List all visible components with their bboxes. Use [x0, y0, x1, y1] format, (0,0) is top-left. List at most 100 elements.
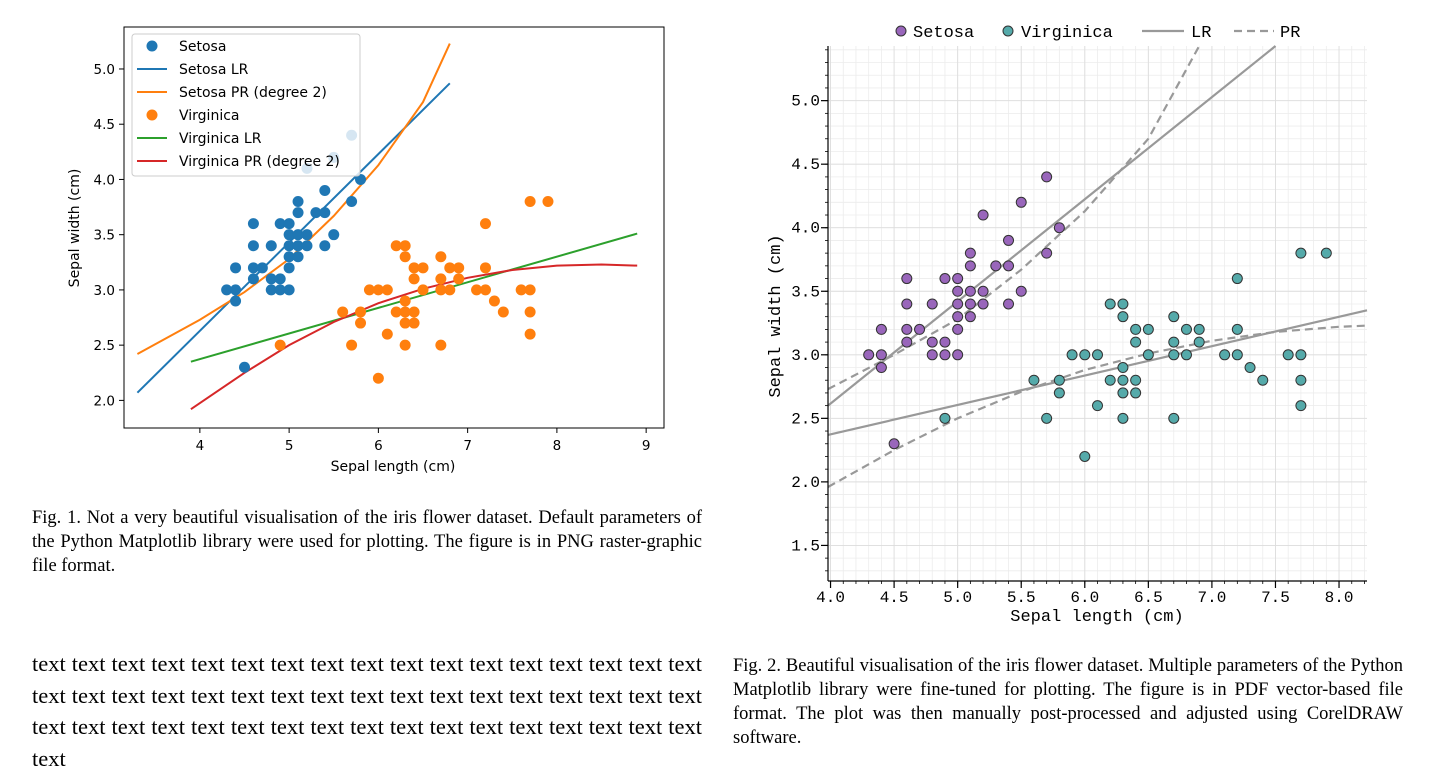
figure-2-data-point	[1168, 412, 1180, 424]
figure-2-legend-label: PR	[1280, 24, 1300, 43]
figure-1-data-point	[265, 240, 277, 252]
figure-2-ytick-label: 1.5	[791, 537, 820, 555]
figure-2-data-point	[1117, 298, 1129, 310]
figure-1-matplotlib-default: 4 5 6 7 8 9 2.0 2.5 3.0 3.5 4.0 4.5 5.0 Sepal length…	[67, 26, 665, 475]
figure-1-data-point	[399, 339, 411, 351]
figure-2-caption: Fig. 2. Beautiful visualisation of the i…	[733, 656, 1403, 748]
figure-2-data-point	[901, 323, 913, 335]
figure-2-data-point	[952, 323, 964, 335]
figure-2-data-point	[1219, 349, 1231, 361]
figure-2-xtick-label: 4.5	[880, 589, 909, 607]
figure-2-data-point	[977, 298, 989, 310]
figure-1-data-point	[337, 306, 349, 318]
figure-1-axes-frame	[123, 26, 665, 429]
figure-1-data-point	[381, 284, 393, 296]
figure-2-data-point	[952, 349, 964, 361]
figure-2-data-point	[1104, 374, 1116, 386]
figure-2-legend-marker	[1002, 25, 1014, 37]
figure-2-data-point	[977, 285, 989, 297]
figure-2-data-point	[1015, 196, 1027, 208]
figure-2-data-point	[926, 336, 938, 348]
figure-1-data-point	[524, 284, 536, 296]
figure-1-data-point	[238, 361, 250, 373]
figure-1-data-point	[355, 306, 367, 318]
figure-2-legend-label: Setosa	[913, 24, 974, 43]
figure-1-xtick-label: 9	[642, 438, 651, 454]
figure-1-data-point	[435, 273, 447, 285]
figure-1-legend-label: Virginica LR	[179, 131, 262, 147]
figure-1-legend-box	[131, 33, 361, 177]
figure-2-data-point	[1003, 234, 1015, 246]
figure-2-data-point	[1003, 260, 1015, 272]
figure-2-data-point	[1041, 412, 1053, 424]
figure-2-data-point	[1079, 450, 1091, 462]
figure-1-legend-label: Setosa LR	[179, 62, 249, 78]
figure-1-xtick-label: 6	[374, 438, 383, 454]
figure-2-data-point	[1193, 336, 1205, 348]
figure-1-data-point	[471, 284, 483, 296]
figure-1-data-point	[524, 328, 536, 340]
figure-2-data-point	[1244, 362, 1256, 374]
figure-1-ytick-label: 2.0	[94, 393, 115, 409]
figure-2-data-point	[1168, 349, 1180, 361]
figure-1-data-point	[453, 262, 465, 274]
figure-1-data-point	[292, 229, 304, 241]
figure-2-data-point	[1231, 349, 1243, 361]
figure-1-legend-label: Virginica PR (degree 2)	[179, 154, 340, 170]
figure-2-data-point	[863, 349, 875, 361]
figure-2-data-point	[1295, 349, 1307, 361]
figure-1-data-point	[256, 262, 268, 274]
figure-2-data-point	[1295, 374, 1307, 386]
figure-1-data-point	[274, 284, 286, 296]
figure-1-data-point	[524, 306, 536, 318]
figure-1-data-point	[390, 240, 402, 252]
figure-2-data-point	[1117, 387, 1129, 399]
figure-2-data-point	[1282, 349, 1294, 361]
figure-1-data-point	[265, 284, 277, 296]
figure-2-data-point	[1130, 374, 1142, 386]
figure-2-series-line-2	[827, 45, 1277, 407]
figure-1-data-point	[283, 251, 295, 263]
figure-1-data-point	[283, 262, 295, 274]
figure-2-series-line-3	[827, 309, 1368, 436]
figure-2-data-point	[1092, 400, 1103, 412]
figure-1-data-point	[292, 240, 304, 252]
figure-1-data-point	[524, 196, 536, 208]
figure-2-data-point	[952, 298, 964, 310]
figure-1-data-point	[310, 207, 322, 219]
figure-1-data-point	[372, 372, 384, 384]
figure-2-data-point	[875, 349, 887, 361]
figure-2-data-point	[1104, 298, 1116, 310]
figure-2-data-point	[1168, 336, 1180, 348]
figure-1-data-point	[435, 251, 447, 263]
figure-2-xtick-label: 5.5	[1007, 589, 1036, 607]
figure-1-data-point	[283, 218, 295, 230]
figure-2-data-point	[1003, 298, 1015, 310]
figure-1-data-point	[230, 284, 242, 296]
figure-1-legend-marker	[146, 109, 158, 121]
figure-1-data-point	[346, 339, 358, 351]
figure-2-data-point	[964, 285, 976, 297]
figure-2-legend: Setosa Virginica LR PR	[895, 24, 1300, 43]
figure-1-data-point	[292, 207, 304, 219]
figure-2-data-point	[964, 311, 976, 323]
figure-2-fit-lines	[827, 45, 1368, 488]
figure-2-data-point	[1168, 311, 1180, 323]
body-text: text text text text text text text text …	[32, 651, 702, 771]
figure-1-data-point	[399, 251, 411, 263]
figure-1-data-point	[435, 284, 447, 296]
figure-2-data-point	[1257, 374, 1269, 386]
figure-1-series-line-5	[190, 263, 638, 411]
figure-1-ytick-label: 5.0	[94, 62, 115, 78]
figure-1-data-point	[408, 273, 420, 285]
figure-2-xtick-label: 6.5	[1134, 589, 1163, 607]
figure-2-data-point	[939, 273, 951, 285]
figure-1-ytick-label: 3.0	[94, 283, 115, 299]
figures-canvas: 4 5 6 7 8 9 2.0 2.5 3.0 3.5 4.0 4.5 5.0 Sepal length…	[67, 24, 1368, 627]
figure-2-data-point	[901, 298, 913, 310]
figure-2-data-point	[1231, 323, 1243, 335]
figure-1-data-point	[319, 240, 331, 252]
figure-1-legend-marker	[146, 40, 158, 52]
figure-2-data-point	[1066, 349, 1078, 361]
figure-2-data-point	[1028, 374, 1040, 386]
